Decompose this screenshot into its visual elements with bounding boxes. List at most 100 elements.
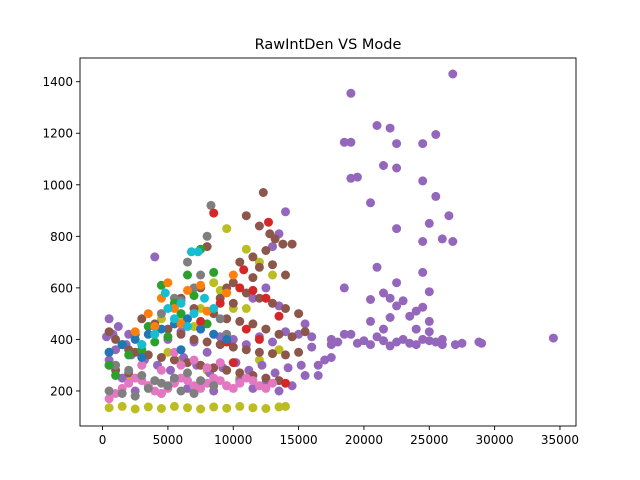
data-point: [111, 371, 121, 380]
data-point: [346, 173, 356, 183]
data-point: [366, 316, 375, 326]
data-point: [379, 288, 388, 298]
data-point: [346, 329, 356, 339]
data-point: [202, 231, 212, 241]
data-point: [418, 267, 428, 277]
data-point: [186, 247, 196, 257]
data-point: [346, 137, 356, 147]
y-tick-label: 1000: [42, 178, 73, 192]
data-point: [124, 365, 134, 375]
data-point: [104, 327, 114, 337]
data-point: [150, 252, 160, 262]
data-point: [163, 324, 173, 334]
data-point: [189, 355, 199, 365]
data-point: [268, 298, 277, 308]
data-point: [300, 327, 310, 337]
data-point: [228, 298, 238, 308]
data-point: [448, 237, 458, 246]
data-point: [143, 329, 153, 339]
data-point: [287, 239, 297, 249]
data-point: [392, 224, 402, 234]
data-point: [339, 137, 349, 147]
data-point: [254, 262, 264, 272]
x-tick-label: 35000: [541, 433, 579, 447]
data-point: [254, 293, 264, 303]
data-point: [411, 340, 421, 350]
data-point: [222, 403, 232, 413]
data-point: [268, 337, 277, 347]
data-point: [261, 246, 271, 255]
data-point: [163, 332, 173, 342]
data-point: [176, 309, 186, 319]
data-point: [209, 278, 219, 288]
data-point: [418, 237, 428, 246]
data-point: [222, 334, 232, 344]
data-point: [268, 242, 277, 252]
data-point: [104, 347, 114, 357]
data-point: [241, 211, 251, 221]
data-point: [444, 211, 454, 221]
y-tick-label: 400: [50, 333, 73, 347]
data-point: [418, 139, 428, 149]
y-tick-label: 800: [50, 230, 73, 244]
data-point: [398, 296, 408, 306]
data-point: [270, 368, 280, 378]
data-point: [235, 401, 245, 411]
data-point: [296, 360, 306, 370]
data-point: [150, 337, 160, 347]
data-point: [130, 327, 140, 337]
data-point: [268, 260, 277, 270]
data-point: [235, 378, 245, 388]
data-point: [270, 234, 280, 244]
data-point: [206, 200, 216, 210]
data-point: [372, 262, 382, 272]
data-point: [254, 334, 264, 344]
data-point: [104, 360, 114, 370]
data-point: [450, 340, 460, 350]
data-point: [196, 316, 206, 326]
data-point: [268, 378, 277, 388]
data-point: [183, 314, 192, 324]
data-point: [261, 373, 271, 383]
data-point: [418, 302, 428, 312]
data-point: [137, 360, 147, 370]
data-point: [202, 363, 212, 373]
data-point: [346, 88, 356, 98]
data-point: [274, 386, 284, 396]
data-point: [156, 404, 166, 413]
data-point: [300, 319, 310, 329]
data-point: [248, 403, 258, 413]
data-point: [196, 376, 206, 386]
data-point: [261, 383, 271, 393]
data-point: [411, 306, 421, 316]
data-point: [268, 349, 277, 359]
data-point: [281, 207, 290, 217]
data-point: [209, 329, 219, 339]
data-point: [202, 347, 212, 357]
data-point: [287, 332, 297, 342]
data-point: [431, 191, 441, 201]
data-point: [431, 130, 441, 139]
data-point: [117, 401, 127, 411]
data-point: [163, 304, 173, 313]
data-point: [274, 329, 284, 339]
data-point: [209, 381, 219, 391]
data-point: [215, 314, 225, 324]
data-point: [228, 278, 238, 288]
data-point: [424, 336, 434, 346]
data-point: [418, 176, 428, 186]
data-point: [257, 360, 267, 370]
data-point: [202, 337, 212, 347]
data-point: [313, 360, 323, 370]
data-point: [169, 355, 179, 365]
data-point: [117, 340, 127, 350]
data-point: [366, 295, 375, 304]
data-point: [385, 293, 395, 303]
data-point: [264, 217, 273, 227]
data-point: [183, 403, 192, 413]
data-point: [137, 340, 147, 350]
data-point: [209, 267, 219, 277]
x-tick-label: 10000: [214, 433, 252, 447]
data-point: [209, 304, 219, 313]
